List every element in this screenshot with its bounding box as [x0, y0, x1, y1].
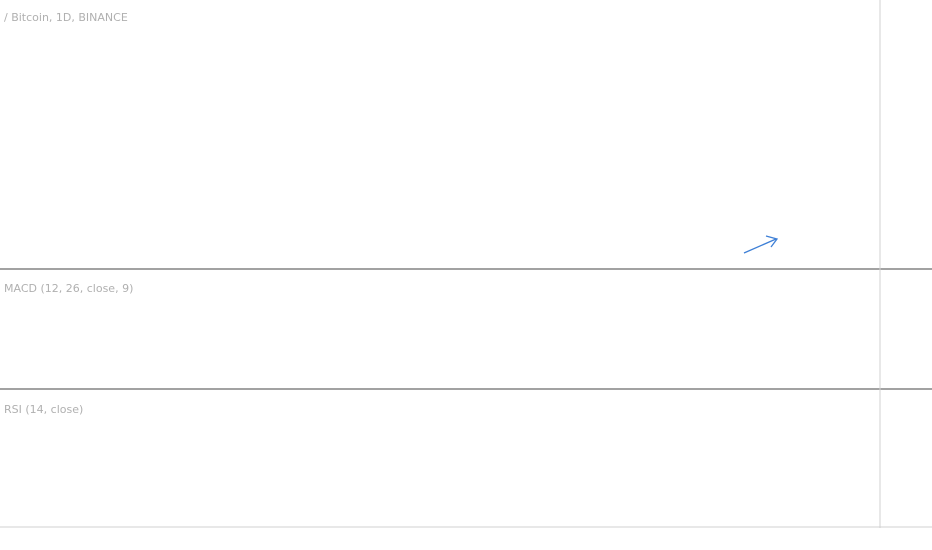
trend-arrow [743, 235, 779, 254]
chart-title: / Bitcoin, 1D, BINANCE [4, 11, 128, 24]
rsi-title: RSI (14, close) [4, 403, 83, 416]
arrow-head [765, 235, 779, 248]
macd-title: MACD (12, 26, close, 9) [4, 282, 133, 295]
arrow-shaft [743, 238, 777, 254]
